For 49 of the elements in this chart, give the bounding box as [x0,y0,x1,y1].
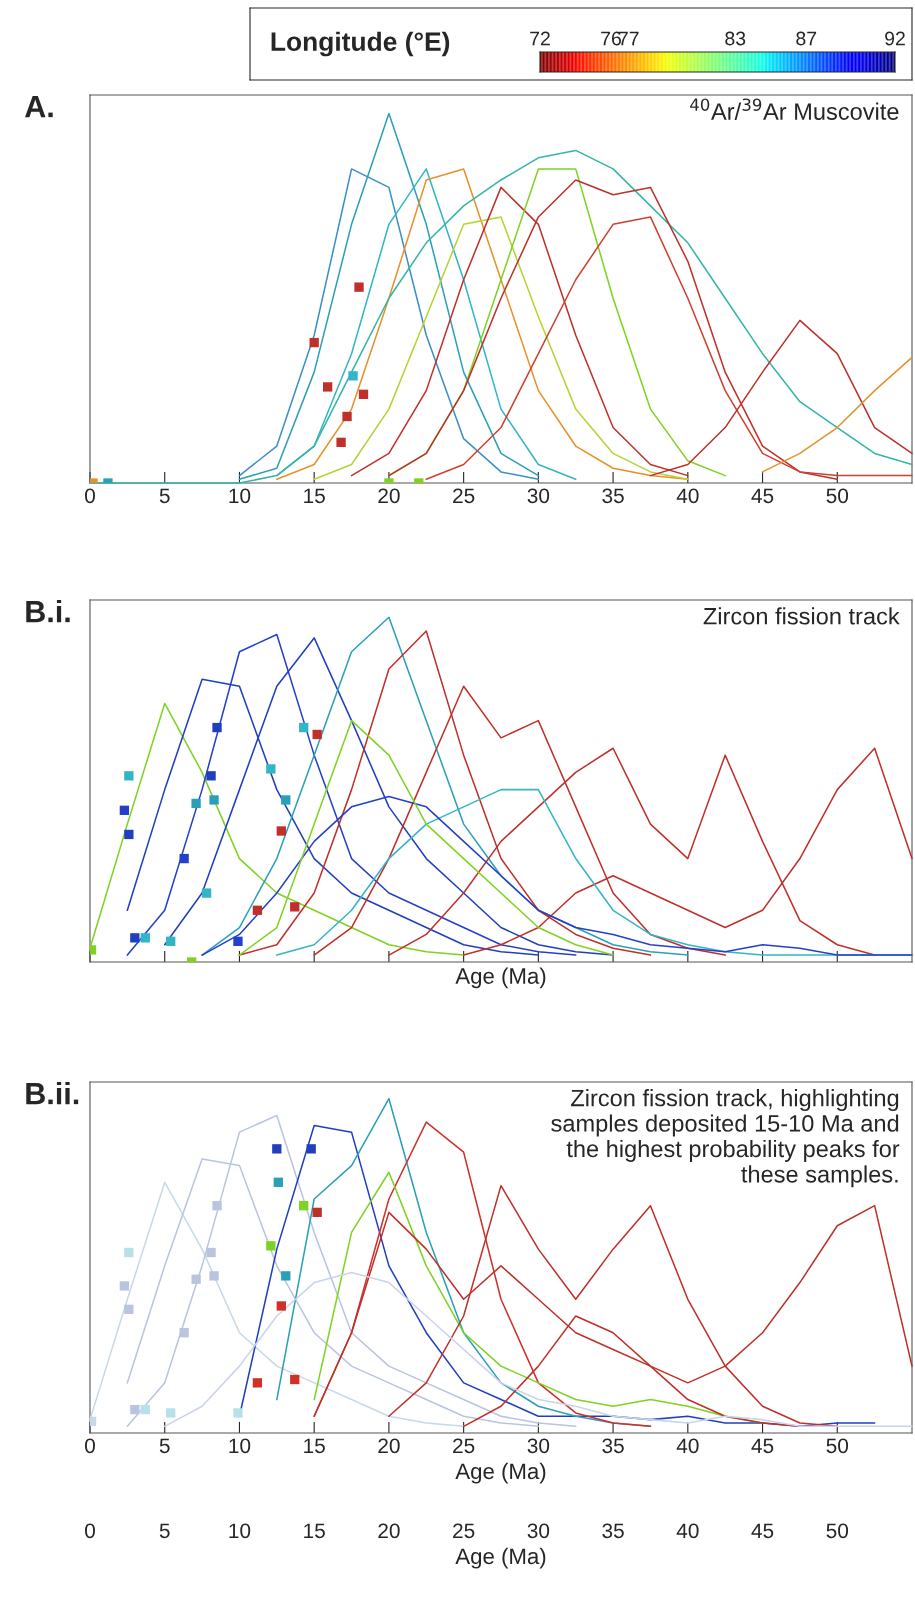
color-bar-label: 76 [601,31,621,46]
x-tick-label: 50 [826,488,849,504]
x-tick-label: 10 [229,1438,251,1454]
x2-tick-label: 35 [602,1523,624,1539]
x-tick-label: 25 [453,1438,475,1454]
x-tick-label: 0 [85,488,95,504]
x-tick-label: 20 [378,488,400,504]
x-tick-label: 30 [527,488,550,504]
x2-tick-label: 25 [453,1523,475,1539]
x-tick-label: 40 [676,488,699,504]
x2-tick-label: 10 [229,1523,251,1539]
annotation: Zircon fission track, highlighting samples deposited 15-10 Ma and the highest probability peaks for these samples. [551,1089,900,1188]
color-bar-label: 77 [618,31,639,46]
x-tick-label: 15 [304,488,325,504]
x2-tick-label: 5 [159,1523,170,1539]
color-bar-title: Longitude (°E) [271,31,450,57]
chart-title: A. [25,96,53,118]
annotation: Zircon fission track [703,607,900,625]
x2-tick-label: 0 [85,1523,95,1539]
x2-axis-title: Age (Ma) [455,1547,546,1569]
x-tick-label: 45 [751,488,774,504]
x-tick-label: 45 [751,1438,774,1454]
x-tick-label: 50 [826,1438,849,1454]
x-tick-label: 20 [378,1438,400,1454]
chart-title: B.ii. [26,1082,79,1105]
x-tick-label: 30 [527,1438,550,1454]
color-bar-label: 87 [796,31,817,46]
x2-tick-label: 30 [527,1523,550,1539]
x-axis-title: Age (Ma) [455,967,546,989]
chart-title: B.i. [26,600,70,623]
x-tick-label: 0 [85,1438,95,1454]
x2-tick-label: 15 [304,1523,325,1539]
color-bar-label: 83 [725,31,746,46]
color-bar-label: 72 [530,31,550,46]
x-axis-title: Age (Ma) [455,1462,546,1484]
annotation: $^{40}$Ar/$^{39}$Ar Muscovite [690,98,899,120]
x2-tick-label: 20 [378,1523,400,1539]
x-tick-label: 10 [229,488,251,504]
x2-tick-label: 45 [751,1523,774,1539]
color-bar-label: 92 [885,31,905,46]
x-tick-label: 5 [159,1438,170,1454]
x-tick-label: 35 [602,1438,624,1454]
x-tick-label: 35 [602,488,624,504]
x2-tick-label: 50 [826,1523,849,1539]
x-tick-label: 40 [676,1438,699,1454]
x-tick-label: 25 [453,488,475,504]
x-tick-label: 5 [159,488,170,504]
x2-tick-label: 40 [676,1523,699,1539]
x-tick-label: 15 [304,1438,325,1454]
